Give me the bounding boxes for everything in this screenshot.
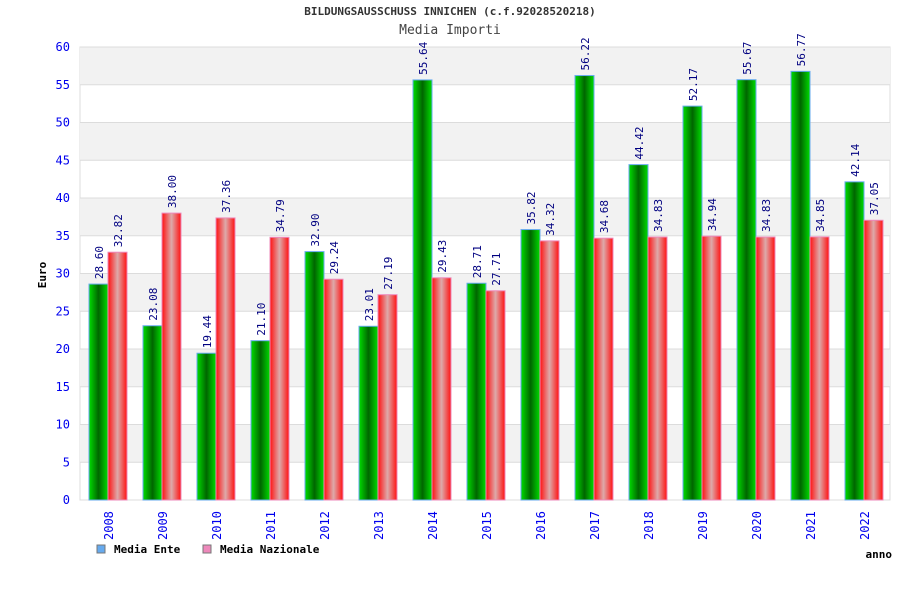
bar-media-nazionale [215, 217, 236, 501]
data-label: 32.82 [112, 214, 125, 247]
data-label: 55.64 [417, 41, 430, 74]
y-tick-label: 55 [56, 78, 70, 92]
bar-media-ente [574, 75, 595, 501]
data-label: 32.90 [309, 213, 322, 246]
bar-media-ente [682, 105, 703, 501]
y-tick-label: 30 [56, 267, 70, 281]
chart-title: BILDUNGSAUSSCHUSS INNICHEN (c.f.92028520… [304, 5, 595, 18]
y-tick-label: 60 [56, 40, 70, 54]
legend-swatch [202, 544, 212, 554]
x-tick-label: 2011 [264, 511, 278, 540]
bar-media-nazionale [647, 236, 668, 501]
data-label: 44.42 [633, 127, 646, 160]
bar-media-ente [736, 79, 757, 501]
y-tick-label: 5 [63, 455, 70, 469]
bar-media-nazionale [269, 236, 290, 501]
y-tick-label: 10 [56, 418, 70, 432]
x-tick-label: 2017 [588, 511, 602, 540]
data-label: 42.14 [849, 143, 862, 176]
x-tick-label: 2020 [750, 511, 764, 540]
bar-media-nazionale [539, 240, 560, 501]
bar-media-nazionale [701, 235, 722, 501]
data-label: 23.08 [147, 288, 160, 321]
data-label: 23.01 [363, 288, 376, 321]
bar-media-nazionale [431, 277, 452, 501]
bar-media-nazionale [809, 236, 830, 501]
data-label: 38.00 [166, 175, 179, 208]
data-label: 35.82 [525, 191, 538, 224]
bar-media-ente [304, 251, 325, 501]
y-tick-label: 20 [56, 342, 70, 356]
bar-media-nazionale [593, 237, 614, 501]
grid-band [80, 47, 890, 85]
legend-swatch [96, 544, 106, 554]
data-label: 37.05 [868, 182, 881, 215]
y-tick-label: 35 [56, 229, 70, 243]
y-tick-label: 25 [56, 304, 70, 318]
y-tick-label: 50 [56, 116, 70, 130]
x-tick-label: 2019 [696, 511, 710, 540]
y-tick-label: 40 [56, 191, 70, 205]
bar-media-ente [412, 79, 433, 501]
data-label: 56.77 [795, 33, 808, 66]
data-label: 19.44 [201, 315, 214, 348]
data-label: 34.79 [274, 199, 287, 232]
bar-media-ente [358, 325, 379, 501]
data-label: 34.32 [544, 203, 557, 236]
x-tick-label: 2014 [426, 511, 440, 540]
data-label: 34.94 [706, 198, 719, 231]
data-label: 29.43 [436, 240, 449, 273]
x-tick-label: 2009 [156, 511, 170, 540]
x-tick-label: 2015 [480, 511, 494, 540]
data-label: 34.85 [814, 199, 827, 232]
data-label: 52.17 [687, 68, 700, 101]
bar-media-nazionale [161, 212, 182, 501]
bar-media-nazionale [863, 219, 884, 501]
y-tick-label: 15 [56, 380, 70, 394]
data-label: 55.67 [741, 42, 754, 75]
bar-media-nazionale [323, 278, 344, 501]
data-label: 29.24 [328, 241, 341, 274]
bar-media-ente [466, 282, 487, 501]
bar-media-ente [628, 164, 649, 501]
bar-media-nazionale [107, 251, 128, 501]
x-tick-label: 2021 [804, 511, 818, 540]
data-label: 34.68 [598, 200, 611, 233]
bar-media-ente [196, 352, 217, 501]
x-tick-label: 2010 [210, 511, 224, 540]
grid-band [80, 122, 890, 161]
bar-media-ente [520, 229, 541, 501]
bar-media-nazionale [485, 290, 506, 501]
y-tick-label: 0 [63, 493, 70, 507]
data-label: 28.71 [471, 245, 484, 278]
legend-label: Media Ente [114, 543, 181, 556]
data-label: 37.36 [220, 180, 233, 213]
bar-media-ente [142, 325, 163, 501]
data-label: 34.83 [652, 199, 665, 232]
data-label: 21.10 [255, 303, 268, 336]
bar-media-nazionale [755, 236, 776, 501]
bar-media-nazionale [377, 294, 398, 501]
data-label: 27.19 [382, 257, 395, 290]
x-tick-label: 2012 [318, 511, 332, 540]
legend-label: Media Nazionale [220, 543, 320, 556]
x-tick-label: 2016 [534, 511, 548, 540]
x-tick-label: 2022 [858, 511, 872, 540]
x-tick-label: 2013 [372, 511, 386, 540]
data-label: 27.71 [490, 253, 503, 286]
y-tick-label: 45 [56, 153, 70, 167]
data-label: 56.22 [579, 37, 592, 70]
bar-media-ente [88, 283, 109, 501]
bar-media-ente [844, 181, 865, 501]
bar-media-ente [790, 70, 811, 501]
x-tick-label: 2008 [102, 511, 116, 540]
data-label: 28.60 [93, 246, 106, 279]
x-axis-label: anno [866, 548, 893, 561]
x-tick-label: 2018 [642, 511, 656, 540]
chart-subtitle: Media Importi [399, 23, 501, 38]
bar-media-ente [250, 340, 271, 501]
data-label: 34.83 [760, 199, 773, 232]
y-axis-label: Euro [36, 261, 49, 288]
